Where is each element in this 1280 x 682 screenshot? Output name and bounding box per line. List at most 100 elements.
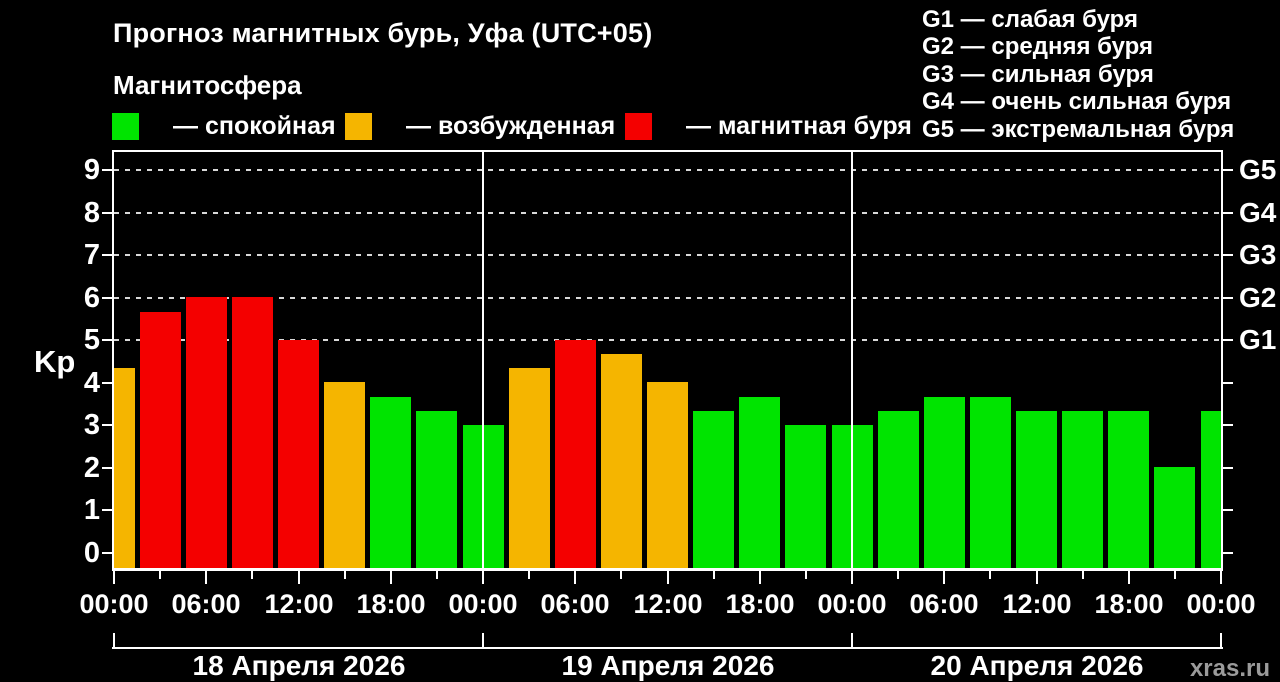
y-tick [102,509,112,511]
day-divider [482,152,484,568]
y-tick-label: 1 [83,494,100,526]
x-major-tick [482,571,484,584]
g-axis-label: G3 [1239,239,1277,270]
excited-swatch-icon [345,112,372,140]
x-minor-tick [1082,571,1084,579]
kp-bar [416,411,457,568]
y-tick [102,211,112,214]
right-tick [1223,169,1233,171]
time-tick-label: 12:00 [633,589,703,619]
y-tick [102,296,112,299]
g-axis-label: G1 [1239,324,1277,355]
y-tick-label: 3 [83,409,100,441]
right-tick [1223,551,1233,554]
x-major-tick [574,571,576,584]
plot-frame [112,150,1223,571]
x-major-tick [759,571,761,584]
legend-item-quiet: — спокойная [112,111,336,141]
x-major-tick [1128,571,1130,584]
legend-label-excited: — возбужденная [406,111,616,140]
kp-bar [601,354,642,568]
magnetosphere-subtitle: Магнитосфера [113,70,302,100]
x-minor-tick [1174,571,1176,579]
legend-item-storm: — магнитная буря [625,111,912,141]
time-tick-label: 12:00 [1002,589,1072,619]
kp-bar [186,297,227,568]
x-major-tick [943,571,945,584]
y-tick [102,466,112,469]
g4-legend-line: G4 — очень сильная буря [922,88,1232,116]
x-minor-tick [620,571,622,579]
gridline-kp9 [114,169,1221,171]
y-tick-label: 8 [83,196,100,229]
time-tick-label: 00:00 [79,589,149,619]
time-tick-label: 00:00 [448,589,518,619]
right-tick [1223,381,1233,384]
day-divider [851,152,853,568]
y-axis-title-kp: Kp [34,344,76,379]
x-minor-tick [159,571,161,579]
time-tick-label: 00:00 [1186,589,1256,619]
time-tick-label: 18:00 [1094,589,1164,619]
gridline-kp6 [114,296,1221,299]
legend-label-storm: — магнитная буря [686,111,912,140]
kp-bar [785,425,826,568]
x-major-tick [851,571,853,584]
watermark: xras.ru [1189,655,1270,682]
kp-bar [140,312,181,568]
g5-legend-line: G5 — экстремальная буря [922,115,1235,143]
kp-bar [278,340,319,568]
time-tick-label: 12:00 [264,589,334,619]
y-tick [102,339,112,341]
g-scale-legend: G1 — слабая буря G2 — средняя буря G3 — … [922,6,1234,143]
y-tick-label: 6 [83,281,100,314]
kp-bar [739,397,780,568]
kp-bar [1062,411,1103,568]
x-major-tick [667,571,669,584]
right-tick [1223,296,1233,299]
gridline-kp7 [114,254,1221,256]
g2-legend-line: G2 — средняя буря [922,33,1153,61]
y-tick-label: 0 [83,536,100,569]
kp-bar [1154,467,1195,568]
kp-bar [1108,411,1149,568]
x-major-tick [1036,571,1038,584]
right-tick [1223,254,1233,256]
time-tick-label: 18:00 [725,589,795,619]
quiet-swatch-icon [112,112,139,140]
kp-bar [878,411,919,568]
kp-bar [324,382,365,568]
x-minor-tick [897,571,899,579]
right-tick [1223,466,1233,469]
right-tick [1223,424,1233,426]
time-tick-label: 00:00 [817,589,887,619]
time-tick-label: 06:00 [540,589,610,619]
page-title: Прогноз магнитных бурь, Уфа (UTC+05) [113,18,653,48]
g-axis-label: G5 [1239,154,1277,185]
kp-bar [370,397,411,568]
date-axis-line [112,647,1223,649]
x-minor-tick [713,571,715,579]
kp-bar [647,382,688,568]
time-tick-label: 06:00 [171,589,241,619]
y-tick [102,169,112,171]
x-major-tick [390,571,392,584]
kp-bar [114,368,135,568]
kp-bar [693,411,734,568]
date-label: 18 Апреля 2026 [192,650,406,681]
x-major-tick [1220,571,1222,584]
legend-item-excited: — возбужденная [345,111,615,141]
right-tick [1223,339,1233,341]
kp-bar [232,297,273,568]
x-major-tick [205,571,207,584]
x-minor-tick [989,571,991,579]
g3-legend-line: G3 — сильная буря [922,60,1154,88]
y-tick [102,254,112,256]
kp-bar [509,368,550,568]
x-minor-tick [344,571,346,579]
date-label: 19 Апреля 2026 [561,650,775,681]
kp-bar [1201,411,1221,568]
kp-bar [970,397,1011,568]
kp-bar [924,397,965,568]
gridline-kp5 [114,339,1221,341]
